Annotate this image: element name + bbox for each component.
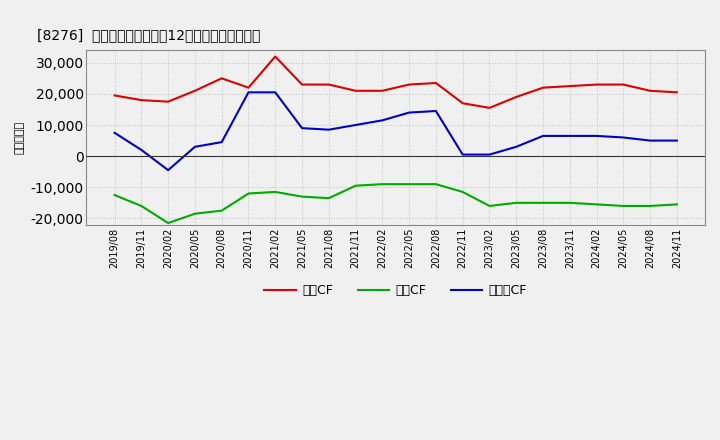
営業CF	[191, 88, 199, 93]
投資CF	[244, 191, 253, 196]
フリーCF	[110, 130, 119, 136]
Line: 営業CF: 営業CF	[114, 56, 677, 108]
Line: 投資CF: 投資CF	[114, 184, 677, 223]
投資CF	[512, 200, 521, 205]
投資CF	[217, 208, 226, 213]
営業CF	[512, 94, 521, 99]
投資CF	[672, 202, 681, 207]
投資CF	[110, 192, 119, 198]
フリーCF	[539, 133, 547, 139]
フリーCF	[244, 90, 253, 95]
投資CF	[351, 183, 360, 188]
フリーCF	[217, 139, 226, 145]
営業CF	[459, 101, 467, 106]
投資CF	[297, 194, 306, 199]
投資CF	[459, 189, 467, 194]
フリーCF	[459, 152, 467, 157]
投資CF	[431, 182, 440, 187]
投資CF	[539, 200, 547, 205]
営業CF	[405, 82, 413, 87]
フリーCF	[191, 144, 199, 150]
営業CF	[244, 85, 253, 90]
投資CF	[619, 203, 628, 209]
営業CF	[565, 84, 574, 89]
フリーCF	[378, 118, 387, 123]
Text: [8276]  キャッシュフローの12か月移動合計の推移: [8276] キャッシュフローの12か月移動合計の推移	[37, 28, 261, 42]
Y-axis label: （百万円）: （百万円）	[15, 121, 25, 154]
フリーCF	[565, 133, 574, 139]
フリーCF	[325, 127, 333, 132]
投資CF	[325, 195, 333, 201]
投資CF	[405, 182, 413, 187]
投資CF	[164, 220, 173, 226]
投資CF	[271, 189, 279, 194]
投資CF	[565, 200, 574, 205]
営業CF	[646, 88, 654, 93]
営業CF	[137, 98, 145, 103]
フリーCF	[271, 90, 279, 95]
投資CF	[191, 211, 199, 216]
投資CF	[485, 203, 494, 209]
フリーCF	[164, 168, 173, 173]
Legend: 営業CF, 投資CF, フリーCF: 営業CF, 投資CF, フリーCF	[259, 279, 532, 302]
投資CF	[378, 182, 387, 187]
営業CF	[539, 85, 547, 90]
フリーCF	[485, 152, 494, 157]
営業CF	[431, 81, 440, 86]
営業CF	[619, 82, 628, 87]
フリーCF	[297, 125, 306, 131]
フリーCF	[351, 122, 360, 128]
フリーCF	[431, 108, 440, 114]
営業CF	[110, 93, 119, 98]
フリーCF	[512, 144, 521, 150]
フリーCF	[619, 135, 628, 140]
営業CF	[164, 99, 173, 104]
営業CF	[217, 76, 226, 81]
フリーCF	[646, 138, 654, 143]
フリーCF	[593, 133, 601, 139]
営業CF	[593, 82, 601, 87]
営業CF	[271, 54, 279, 59]
営業CF	[485, 105, 494, 110]
フリーCF	[137, 147, 145, 153]
投資CF	[646, 203, 654, 209]
Line: フリーCF: フリーCF	[114, 92, 677, 170]
フリーCF	[672, 138, 681, 143]
営業CF	[325, 82, 333, 87]
営業CF	[378, 88, 387, 93]
営業CF	[297, 82, 306, 87]
フリーCF	[405, 110, 413, 115]
投資CF	[137, 203, 145, 209]
営業CF	[351, 88, 360, 93]
投資CF	[593, 202, 601, 207]
営業CF	[672, 90, 681, 95]
